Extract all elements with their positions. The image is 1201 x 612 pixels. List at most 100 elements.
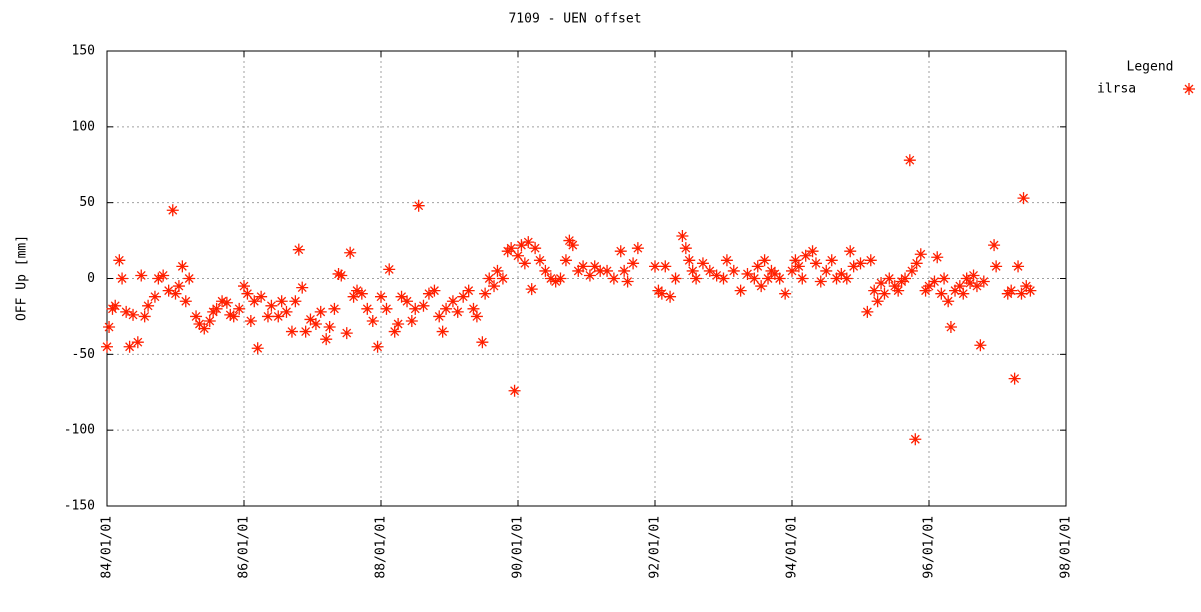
data-point <box>544 272 557 285</box>
data-point <box>127 308 140 321</box>
data-point <box>512 249 524 262</box>
data-point <box>296 281 309 294</box>
data-point <box>814 275 827 288</box>
data-point <box>755 280 768 293</box>
data-point <box>690 272 703 285</box>
data-point <box>990 260 1003 273</box>
data-point <box>292 243 305 256</box>
data-point <box>878 287 891 300</box>
data-point <box>238 280 250 293</box>
chart-title: 7109 - UEN offset <box>508 12 641 27</box>
data-point <box>405 314 418 327</box>
data-point <box>786 264 798 277</box>
data-point <box>525 283 538 296</box>
data-point <box>741 267 754 280</box>
data-point <box>773 272 786 285</box>
data-point <box>768 267 781 280</box>
data-point <box>383 263 396 276</box>
data-point <box>355 287 368 300</box>
y-tick-label: -150 <box>64 499 95 514</box>
data-point <box>734 284 747 297</box>
data-point <box>967 269 980 282</box>
data-point <box>868 284 881 297</box>
data-point <box>179 295 192 308</box>
data-point <box>938 272 951 285</box>
data-point <box>974 339 987 352</box>
data-point <box>135 269 148 282</box>
legend-label: ilrsa <box>1097 82 1136 97</box>
data-point <box>392 318 405 330</box>
data-point <box>328 302 341 315</box>
data-point <box>748 272 761 285</box>
data-point <box>935 287 948 300</box>
data-point <box>220 296 233 309</box>
data-point <box>251 342 264 355</box>
legend-title: Legend <box>1127 60 1174 75</box>
data-point <box>285 325 298 338</box>
data-point <box>820 264 833 277</box>
y-axis-label: OFF Up [mm] <box>15 235 30 321</box>
data-point <box>280 305 293 318</box>
data-point <box>371 340 384 353</box>
data-point <box>409 302 422 315</box>
data-point <box>621 275 634 288</box>
data-point <box>304 313 317 326</box>
data-point <box>710 269 723 282</box>
data-point <box>931 251 944 264</box>
data-point <box>375 290 387 303</box>
data-point <box>944 321 957 334</box>
data-point <box>928 275 941 288</box>
data-point <box>320 333 333 346</box>
data-point <box>176 260 189 273</box>
data-point <box>515 239 528 252</box>
data-point <box>491 264 504 277</box>
data-point <box>751 260 764 273</box>
data-point <box>854 257 867 270</box>
data-point <box>830 272 843 285</box>
data-point <box>809 257 822 270</box>
data-point <box>883 272 896 285</box>
data-point <box>957 287 970 300</box>
y-tick-label: 150 <box>72 44 95 59</box>
data-point <box>888 280 901 293</box>
plot-frame <box>106 50 1067 507</box>
data-point <box>162 284 175 297</box>
data-point <box>583 269 596 282</box>
data-point <box>717 272 730 285</box>
data-point <box>388 325 401 338</box>
data-point <box>157 269 170 282</box>
data-point <box>703 264 716 277</box>
data-point <box>549 275 562 288</box>
data-point <box>720 254 733 267</box>
data-point <box>496 272 509 285</box>
data-point <box>577 260 590 273</box>
data-point <box>1008 372 1021 385</box>
data-point <box>103 321 116 334</box>
x-tick-label: 98/01/01 <box>1059 516 1074 579</box>
data-point <box>614 245 627 258</box>
data-point <box>559 254 572 267</box>
data-point <box>314 305 327 318</box>
data-point <box>988 239 1001 252</box>
data-point <box>683 254 696 267</box>
data-point <box>899 272 912 285</box>
data-point <box>779 287 792 300</box>
data-point <box>216 295 229 308</box>
data-point <box>758 254 771 267</box>
data-point <box>476 336 489 349</box>
data-point <box>835 267 848 280</box>
data-point <box>960 272 973 285</box>
data-point <box>198 322 211 335</box>
data-point <box>309 318 322 330</box>
data-point <box>299 325 312 338</box>
data-point <box>183 272 196 285</box>
data-point <box>233 302 246 315</box>
data-point <box>505 242 518 255</box>
data-point <box>467 302 480 315</box>
data-point <box>871 295 884 308</box>
data-point <box>366 314 379 327</box>
data-point <box>909 433 922 446</box>
data-point <box>840 272 853 285</box>
data-point <box>655 287 668 300</box>
